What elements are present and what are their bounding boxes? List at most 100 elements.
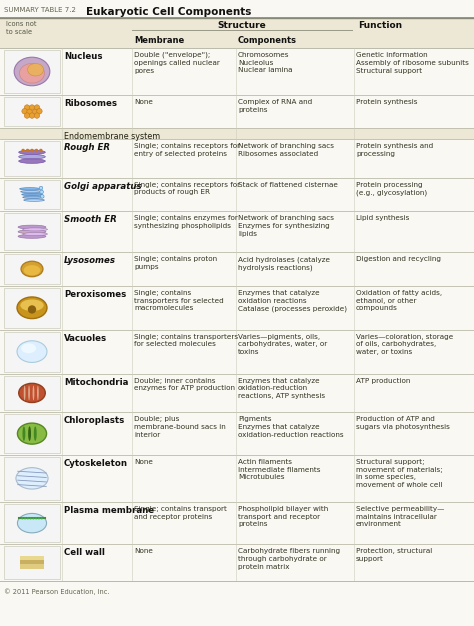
Text: ATP production: ATP production — [356, 377, 410, 384]
Text: Phospholipid bilayer with
transport and receptor
proteins: Phospholipid bilayer with transport and … — [238, 506, 328, 527]
Ellipse shape — [23, 232, 47, 235]
Circle shape — [34, 113, 40, 118]
Ellipse shape — [23, 196, 43, 198]
Text: Double; inner contains
enzymes for ATP production: Double; inner contains enzymes for ATP p… — [134, 377, 235, 391]
Bar — [0, 95, 474, 128]
Text: Ribosomes: Ribosomes — [64, 99, 117, 108]
Circle shape — [21, 149, 25, 152]
Bar — [4, 254, 60, 284]
Circle shape — [29, 113, 35, 118]
Text: Structure: Structure — [218, 21, 266, 30]
Circle shape — [21, 517, 23, 520]
Bar — [0, 212, 474, 252]
Text: Nucleus: Nucleus — [64, 52, 102, 61]
Ellipse shape — [17, 341, 47, 362]
Text: Mitochondria: Mitochondria — [64, 377, 128, 386]
Text: Eukaryotic Cell Components: Eukaryotic Cell Components — [86, 7, 251, 17]
Text: Stack of flattened cisternae: Stack of flattened cisternae — [238, 182, 338, 188]
Ellipse shape — [24, 199, 45, 202]
Ellipse shape — [22, 193, 42, 196]
Text: Varies—coloration, storage
of oils, carbohydrates,
water, or toxins: Varies—coloration, storage of oils, carb… — [356, 334, 453, 355]
Bar — [4, 141, 60, 175]
Circle shape — [39, 149, 43, 152]
Text: Cell wall: Cell wall — [64, 548, 105, 557]
Circle shape — [22, 108, 27, 114]
Text: Components: Components — [238, 36, 297, 45]
Text: Vacuoles: Vacuoles — [64, 334, 107, 342]
Bar — [0, 139, 474, 178]
Bar — [4, 332, 60, 371]
Bar — [4, 457, 60, 500]
Bar — [0, 286, 474, 330]
Circle shape — [24, 113, 30, 118]
Circle shape — [36, 108, 42, 114]
Ellipse shape — [16, 468, 48, 489]
Text: Digestion and recycling: Digestion and recycling — [356, 256, 441, 262]
Text: Chloroplasts: Chloroplasts — [64, 416, 125, 425]
Ellipse shape — [19, 155, 46, 159]
Circle shape — [29, 517, 32, 520]
Circle shape — [39, 187, 43, 190]
Text: Function: Function — [358, 21, 402, 30]
Circle shape — [32, 109, 38, 115]
Text: Pigments
Enzymes that catalyze
oxidation-reduction reactions: Pigments Enzymes that catalyze oxidation… — [238, 416, 344, 438]
Bar — [0, 374, 474, 413]
Ellipse shape — [18, 513, 46, 533]
Circle shape — [40, 195, 44, 198]
Ellipse shape — [14, 57, 50, 86]
Text: © 2011 Pearson Education, Inc.: © 2011 Pearson Education, Inc. — [4, 588, 109, 595]
Text: Acid hydrolases (catalyze
hydrolysis reactions): Acid hydrolases (catalyze hydrolysis rea… — [238, 256, 330, 271]
Text: Endomembrane system: Endomembrane system — [64, 131, 160, 140]
Bar — [0, 545, 474, 581]
Text: Actin filaments
Intermediate filaments
Microtubules: Actin filaments Intermediate filaments M… — [238, 459, 320, 480]
Text: Lysosomes: Lysosomes — [64, 256, 116, 265]
Ellipse shape — [19, 159, 46, 163]
Text: Golgi apparatus: Golgi apparatus — [64, 182, 142, 190]
Text: Cytoskeleton: Cytoskeleton — [64, 459, 128, 468]
Bar — [4, 504, 60, 542]
Text: SUMMARY TABLE 7.2: SUMMARY TABLE 7.2 — [4, 7, 76, 13]
Text: Double ("envelope");
openings called nuclear
pores: Double ("envelope"); openings called nuc… — [134, 52, 220, 74]
Text: Protein synthesis: Protein synthesis — [356, 99, 418, 105]
Ellipse shape — [19, 188, 40, 190]
Text: Carbohydrate fibers running
through carbohydrate or
protein matrix: Carbohydrate fibers running through carb… — [238, 548, 340, 570]
Text: Smooth ER: Smooth ER — [64, 215, 117, 224]
Ellipse shape — [21, 190, 41, 193]
Circle shape — [24, 517, 26, 520]
Ellipse shape — [19, 150, 46, 155]
Text: Structural support;
movement of materials;
in some species,
movement of whole ce: Structural support; movement of material… — [356, 459, 443, 488]
Bar — [4, 180, 60, 209]
Bar — [4, 213, 60, 250]
Ellipse shape — [18, 234, 46, 239]
Circle shape — [27, 517, 29, 520]
Bar — [0, 252, 474, 286]
Bar — [4, 288, 60, 327]
Text: Single; contains enzymes for
synthesizing phospholipids: Single; contains enzymes for synthesizin… — [134, 215, 238, 229]
Bar — [19, 556, 45, 560]
Circle shape — [40, 190, 44, 193]
Circle shape — [30, 149, 34, 152]
Circle shape — [24, 105, 30, 110]
Bar — [0, 128, 474, 139]
Text: Icons not
to scale: Icons not to scale — [6, 21, 36, 34]
Ellipse shape — [19, 383, 46, 403]
Text: None: None — [134, 99, 153, 105]
Circle shape — [27, 109, 32, 115]
Ellipse shape — [34, 426, 36, 441]
Text: Single; contains transporters
for selected molecules: Single; contains transporters for select… — [134, 334, 238, 347]
Ellipse shape — [19, 63, 45, 83]
Text: Production of ATP and
sugars via photosynthesis: Production of ATP and sugars via photosy… — [356, 416, 450, 430]
Bar — [0, 178, 474, 212]
Circle shape — [34, 105, 40, 110]
Ellipse shape — [21, 261, 43, 277]
Text: Plasma membrane: Plasma membrane — [64, 506, 154, 515]
Text: Enzymes that catalyze
oxidation reactions
Catalase (processes peroxide): Enzymes that catalyze oxidation reaction… — [238, 290, 347, 312]
Bar — [0, 48, 474, 95]
Text: Double; plus
membrane-bound sacs in
interior: Double; plus membrane-bound sacs in inte… — [134, 416, 226, 438]
Text: Network of branching sacs
Enzymes for synthesizing
lipids: Network of branching sacs Enzymes for sy… — [238, 215, 334, 237]
Ellipse shape — [24, 265, 40, 275]
Ellipse shape — [23, 228, 47, 231]
Bar — [19, 560, 45, 565]
Circle shape — [35, 149, 38, 152]
Bar — [4, 97, 60, 125]
